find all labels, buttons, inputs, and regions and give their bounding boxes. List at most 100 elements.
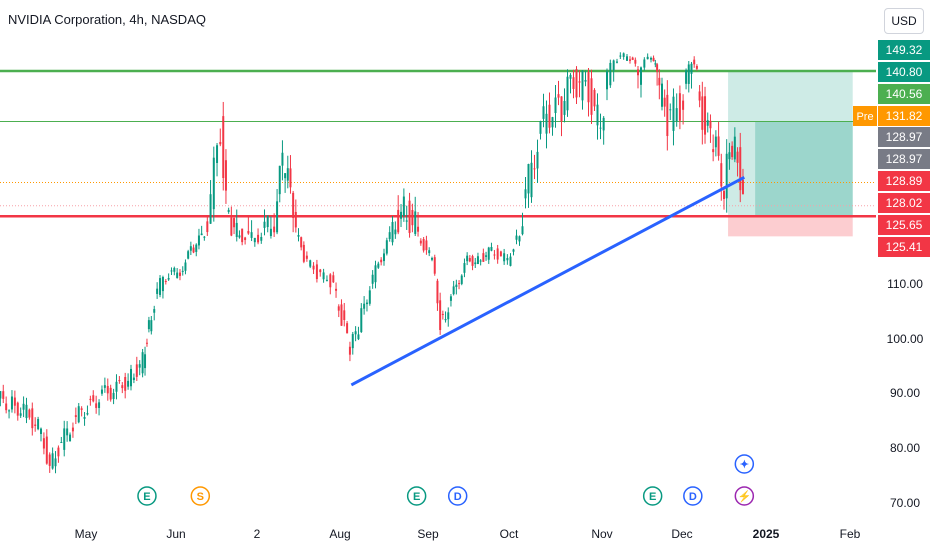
- candle-body: [332, 275, 335, 283]
- candle-body: [161, 277, 164, 292]
- candle-body: [37, 418, 40, 430]
- candle-body: [640, 67, 642, 85]
- y-tick-label: 110.00: [887, 277, 923, 291]
- y-tick-label: 90.00: [890, 386, 920, 400]
- candle-body: [200, 233, 203, 236]
- candle-body: [374, 265, 377, 283]
- candle-body: [509, 256, 512, 266]
- candle-body: [66, 428, 69, 436]
- candle-body: [733, 136, 736, 160]
- price-label: 128.02: [886, 196, 923, 210]
- candle-body: [524, 189, 527, 199]
- candle-body: [441, 313, 444, 315]
- candle-body: [466, 255, 469, 262]
- candle-body: [728, 152, 731, 160]
- candle-body: [518, 236, 521, 242]
- candle-body: [54, 458, 57, 467]
- event-marker-3: [447, 486, 468, 506]
- candle-body: [187, 251, 190, 259]
- candle-body: [322, 272, 325, 280]
- candle-body: [273, 226, 276, 233]
- candle-body: [16, 402, 19, 416]
- candle-body: [622, 53, 625, 57]
- candle-body: [145, 342, 148, 344]
- candle-body: [10, 396, 13, 410]
- candle-body: [164, 280, 167, 282]
- candle-body: [619, 55, 622, 57]
- candle-body: [266, 215, 269, 228]
- x-tick-label: Dec: [671, 527, 692, 541]
- candle-body: [682, 100, 685, 110]
- candle-body: [436, 280, 439, 304]
- candle-body: [530, 162, 533, 198]
- candle-body: [723, 190, 725, 199]
- candle-body: [368, 290, 371, 304]
- candle-body: [566, 76, 569, 111]
- candle-body: [106, 385, 109, 394]
- candle-body: [485, 255, 488, 257]
- event-marker-5: [683, 486, 703, 506]
- candle-body: [587, 72, 590, 103]
- candle-body: [95, 403, 98, 408]
- candle-body: [452, 286, 455, 295]
- candle-body: [439, 300, 442, 331]
- candle-body: [170, 270, 173, 272]
- candle-body: [447, 312, 450, 320]
- candle-body: [233, 218, 236, 228]
- candle-body: [230, 217, 233, 236]
- position-loss-zone: [728, 216, 853, 237]
- candle-body: [669, 109, 672, 111]
- chart-title: NVIDIA Corporation, 4h, NASDAQ: [8, 12, 206, 27]
- candle-body: [512, 249, 515, 252]
- candle-body: [490, 247, 493, 251]
- candle-body: [153, 309, 156, 313]
- candle-body: [31, 408, 34, 429]
- candle-body: [74, 415, 77, 418]
- candle-body: [51, 453, 54, 469]
- candle-body: [98, 402, 101, 408]
- candle-body: [135, 364, 138, 377]
- candle-body: [115, 381, 118, 392]
- candle-body: [687, 64, 690, 84]
- price-label-box: [878, 149, 930, 169]
- currency-button[interactable]: USD: [884, 8, 924, 34]
- candle-body: [578, 81, 581, 83]
- candle-body: [227, 209, 230, 212]
- candle-body: [496, 248, 499, 260]
- candle-body: [244, 237, 247, 241]
- event-marker-label-0: E: [143, 491, 150, 503]
- candle-body: [606, 71, 608, 90]
- candle-body: [554, 97, 557, 114]
- candle-body: [545, 113, 548, 134]
- candle-body: [414, 211, 417, 234]
- candle-body: [536, 151, 539, 169]
- x-tick-label: 2: [254, 527, 261, 541]
- candle-body: [312, 265, 315, 270]
- candle-body: [634, 59, 637, 64]
- candle-body: [5, 403, 8, 411]
- price-label-box: [878, 237, 930, 257]
- price-label-box: [878, 84, 930, 104]
- candle-body: [463, 263, 466, 273]
- candle-body: [167, 278, 170, 280]
- candle-body: [269, 228, 272, 236]
- event-marker-6: [734, 486, 755, 506]
- candle-body: [86, 413, 89, 415]
- x-tick-label: Jun: [166, 527, 185, 541]
- price-label: 128.97: [886, 130, 923, 144]
- candle-body: [357, 334, 360, 340]
- candle-body: [69, 434, 72, 442]
- event-marker-0: [137, 486, 157, 506]
- event-marker-label-5: D: [689, 491, 697, 503]
- candle-body: [71, 427, 74, 432]
- price-label-box: [878, 193, 930, 213]
- candle-body: [527, 164, 530, 194]
- x-tick-label: Aug: [329, 527, 350, 541]
- candle-body: [626, 56, 628, 61]
- candle-body: [709, 120, 712, 129]
- candle-body: [294, 211, 297, 228]
- candle-body: [121, 385, 124, 389]
- candle-body: [343, 310, 346, 320]
- event-marker-label-4: E: [649, 491, 656, 503]
